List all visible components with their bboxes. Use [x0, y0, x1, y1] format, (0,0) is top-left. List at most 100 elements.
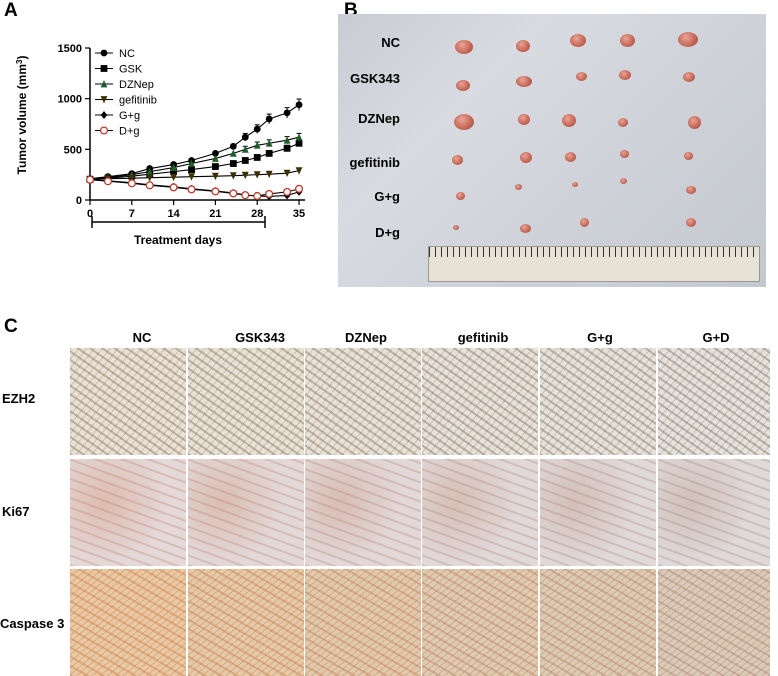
ihc-row-label: Ki67 — [2, 504, 30, 519]
photo-row-label: D+g — [375, 225, 400, 240]
ihc-image-ezh2-3 — [422, 348, 538, 455]
ihc-image-ki67-0 — [70, 459, 186, 566]
legend-entry: G+g — [95, 110, 140, 122]
legend-entry: NC — [95, 48, 135, 60]
data-point — [212, 172, 219, 181]
panel-label-c: C — [4, 316, 18, 337]
series-D+g — [85, 175, 304, 200]
ihc-image-caspase-3-5 — [658, 569, 770, 676]
data-point — [146, 167, 154, 176]
tumor-specimen — [686, 186, 696, 194]
tumor-specimen — [683, 72, 695, 82]
data-point — [229, 172, 237, 180]
tumor-specimen — [562, 114, 576, 127]
tumor-volume-chart: 0 500 1000 1500 0 7 14 21 28 35 NC GSK DZNep gefitin… — [15, 43, 306, 247]
tumor-specimen — [520, 152, 532, 163]
data-point — [229, 142, 237, 150]
data-point — [188, 173, 195, 181]
tumor-specimen — [684, 152, 693, 160]
ihc-column-header: NC — [132, 330, 152, 345]
data-point — [170, 173, 178, 182]
data-point — [241, 157, 249, 164]
tumor-specimen — [576, 72, 587, 81]
data-point — [229, 160, 237, 167]
legend-entry: gefitinib — [95, 95, 157, 107]
ihc-image-ezh2-1 — [188, 348, 304, 455]
tumor-specimen — [520, 224, 531, 233]
ihc-image-ki67-5 — [658, 459, 770, 566]
tumor-photo — [338, 14, 766, 287]
tumor-specimen — [580, 218, 589, 227]
data-point — [265, 149, 273, 157]
ihc-image-caspase-3-0 — [70, 569, 186, 676]
tumor-specimen — [620, 178, 627, 184]
tumor-specimen — [565, 152, 576, 162]
legend-label: GSK — [119, 64, 143, 76]
data-point — [187, 185, 196, 194]
legend-label: D+g — [119, 126, 140, 138]
data-point — [283, 136, 291, 144]
x-tick-label: 7 — [129, 208, 135, 220]
tumor-specimen — [618, 118, 628, 127]
tumor-specimen — [518, 114, 530, 125]
ihc-image-ezh2-5 — [658, 348, 770, 455]
tumor-specimen — [453, 225, 459, 230]
x-tick-label: 28 — [251, 208, 263, 220]
tumor-specimen — [686, 218, 696, 227]
y-tick-label: 1500 — [58, 43, 82, 55]
data-point — [229, 189, 238, 198]
ihc-image-caspase-3-1 — [188, 569, 304, 676]
data-point — [146, 174, 154, 182]
ihc-image-ki67-3 — [422, 459, 538, 566]
ihc-image-ki67-2 — [305, 459, 421, 566]
x-axis-label: Treatment days — [134, 233, 222, 247]
tumor-specimen — [688, 116, 701, 129]
tumor-specimen — [454, 114, 474, 130]
legend-label: G+g — [119, 110, 140, 122]
data-point — [100, 49, 108, 57]
data-point — [295, 167, 303, 175]
data-point — [295, 139, 303, 147]
data-point — [212, 163, 219, 170]
legend-entry: GSK — [95, 64, 143, 76]
data-point — [145, 181, 154, 190]
tumor-specimen — [515, 184, 522, 190]
photo-row-label: G+g — [374, 189, 400, 204]
data-point — [294, 184, 304, 193]
y-axis-label: Tumor volume (mm3) — [15, 56, 30, 175]
tumor-specimen — [678, 32, 698, 47]
data-point — [295, 101, 303, 109]
data-point — [128, 174, 136, 183]
y-tick-label: 500 — [64, 144, 82, 156]
data-point — [241, 145, 249, 153]
photo-row-label: DZNep — [358, 111, 400, 126]
tumor-specimen — [516, 40, 530, 52]
tumor-specimen — [516, 76, 532, 87]
data-point — [100, 111, 108, 119]
data-point — [100, 80, 108, 88]
ihc-image-ki67-1 — [188, 459, 304, 566]
x-tick-label: 0 — [87, 208, 93, 220]
tumor-specimen — [619, 70, 631, 80]
data-point — [103, 177, 112, 186]
ihc-row-label: Caspase 3 — [0, 616, 65, 631]
data-point — [188, 159, 195, 167]
tumor-specimen — [570, 34, 586, 47]
data-point — [169, 183, 178, 192]
ihc-column-header: G+g — [587, 330, 613, 345]
x-tick-label: 21 — [209, 208, 221, 220]
ihc-image-caspase-3-4 — [540, 569, 656, 676]
panel-label-a: A — [4, 0, 18, 21]
legend-label: gefitinib — [119, 95, 157, 107]
x-tick-label: 14 — [167, 208, 180, 220]
data-point — [188, 166, 195, 173]
ihc-image-ezh2-4 — [540, 348, 656, 455]
ihc-image-ezh2-0 — [70, 348, 186, 455]
data-point — [253, 141, 261, 149]
data-point — [265, 170, 273, 179]
photo-row-label: NC — [381, 35, 400, 50]
legend-label: DZNep — [119, 79, 154, 91]
y-tick-label: 1000 — [58, 94, 82, 106]
data-point — [265, 139, 273, 147]
data-point — [100, 96, 108, 104]
